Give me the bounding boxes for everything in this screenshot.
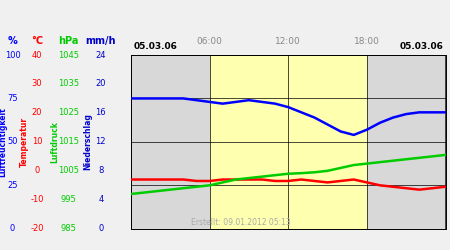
- Text: 0: 0: [34, 166, 40, 175]
- Text: 8: 8: [98, 166, 104, 175]
- Text: 0: 0: [98, 224, 104, 233]
- Text: 0: 0: [10, 224, 15, 233]
- Text: 75: 75: [7, 94, 18, 103]
- Text: Niederschlag: Niederschlag: [84, 114, 93, 170]
- Text: Luftfeuchtigkeit: Luftfeuchtigkeit: [0, 107, 7, 177]
- Text: 10: 10: [32, 137, 42, 146]
- Text: 12:00: 12:00: [275, 37, 301, 46]
- Text: 1025: 1025: [58, 108, 79, 118]
- Text: Luftdruck: Luftdruck: [50, 121, 59, 163]
- Text: 25: 25: [7, 181, 18, 190]
- Text: 24: 24: [95, 50, 106, 59]
- Text: °C: °C: [31, 36, 43, 46]
- Text: Erstellt: 09.01.2012 05:13: Erstellt: 09.01.2012 05:13: [191, 218, 291, 227]
- Text: %: %: [8, 36, 18, 46]
- Text: 05.03.06: 05.03.06: [400, 42, 443, 51]
- Text: -10: -10: [30, 195, 44, 204]
- Text: Temperatur: Temperatur: [20, 117, 29, 167]
- Text: 40: 40: [32, 50, 42, 59]
- Text: 30: 30: [32, 80, 42, 88]
- Text: 100: 100: [4, 50, 21, 59]
- Text: -20: -20: [30, 224, 44, 233]
- Bar: [210, 55, 367, 229]
- Text: 995: 995: [60, 195, 76, 204]
- Text: mm/h: mm/h: [86, 36, 116, 46]
- Text: 20: 20: [32, 108, 42, 118]
- Text: 1035: 1035: [58, 80, 79, 88]
- Text: hPa: hPa: [58, 36, 79, 46]
- Text: 50: 50: [7, 137, 18, 146]
- Text: 16: 16: [95, 108, 106, 118]
- Text: 1045: 1045: [58, 50, 79, 59]
- Text: 1005: 1005: [58, 166, 79, 175]
- Text: 1015: 1015: [58, 137, 79, 146]
- Text: 20: 20: [95, 80, 106, 88]
- Text: 18:00: 18:00: [354, 37, 380, 46]
- Text: 4: 4: [98, 195, 104, 204]
- Text: 06:00: 06:00: [197, 37, 222, 46]
- Text: 12: 12: [95, 137, 106, 146]
- Text: 05.03.06: 05.03.06: [133, 42, 177, 51]
- Text: 985: 985: [60, 224, 76, 233]
